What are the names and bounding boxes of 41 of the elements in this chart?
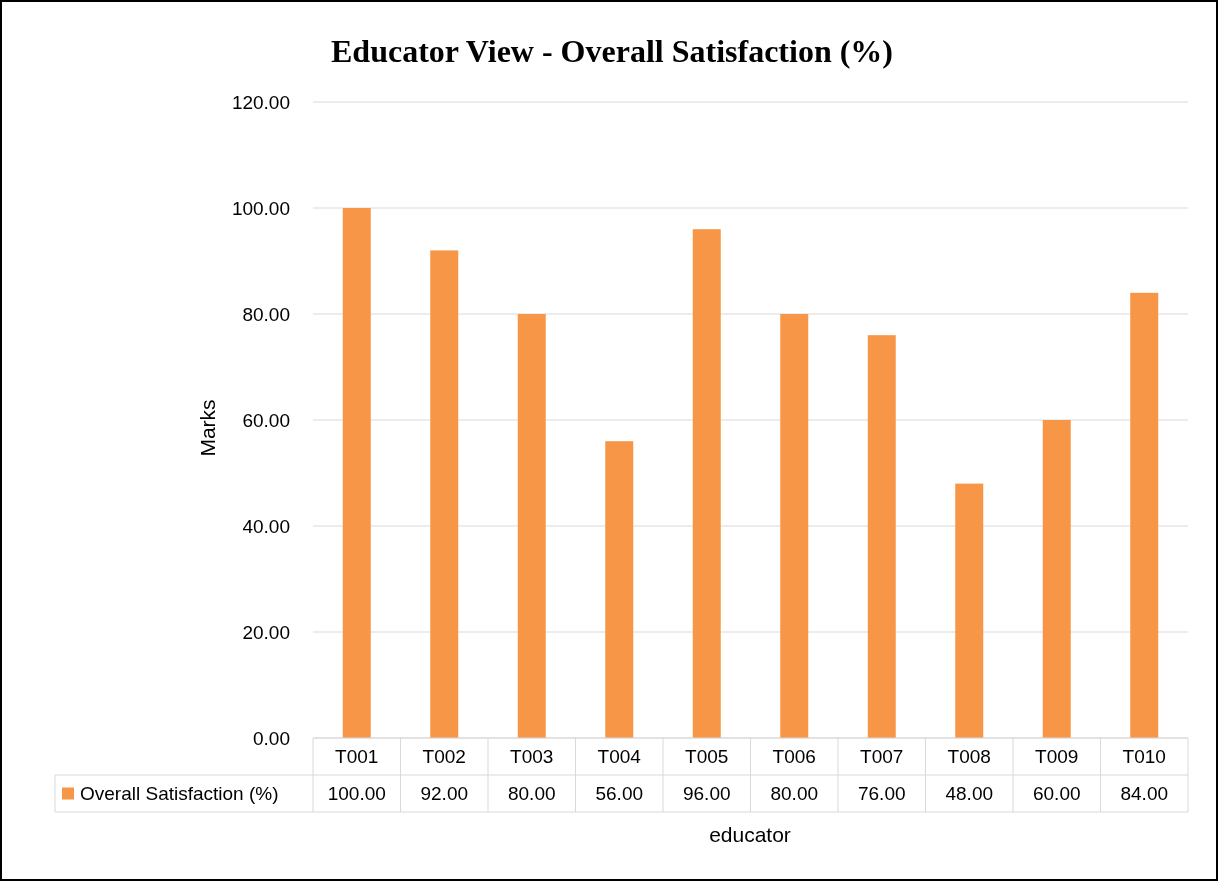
x-tick-label: T010: [1122, 746, 1166, 768]
y-axis-title: Marks: [196, 399, 219, 457]
x-tick-label: T006: [772, 746, 816, 768]
bar: [1130, 292, 1159, 738]
data-label: 60.00: [1032, 783, 1081, 805]
bar: [605, 441, 634, 738]
data-label: 76.00: [857, 783, 906, 805]
y-tick-label: 40.00: [242, 515, 290, 537]
data-label: 80.00: [770, 783, 819, 805]
y-tick-label: 100.00: [231, 197, 290, 219]
bar: [517, 314, 546, 738]
bar: [342, 208, 371, 738]
x-tick-label: T009: [1035, 746, 1079, 768]
bar: [867, 335, 896, 738]
data-label: 96.00: [682, 783, 731, 805]
y-tick-label: 120.00: [231, 91, 290, 113]
x-axis-title: educator: [709, 823, 791, 846]
x-tick-label: T002: [422, 746, 466, 768]
x-tick-label: T004: [597, 746, 642, 768]
bar: [430, 250, 459, 738]
data-label: 80.00: [507, 783, 556, 805]
data-label: 56.00: [595, 783, 644, 805]
y-tick-label: 20.00: [242, 621, 290, 643]
data-label: 84.00: [1120, 783, 1169, 805]
y-tick-label: 60.00: [242, 409, 290, 431]
legend-label: Overall Satisfaction (%): [80, 783, 279, 805]
x-tick-label: T001: [335, 746, 379, 768]
x-tick-label: T005: [685, 746, 729, 768]
x-tick-label: T003: [510, 746, 554, 768]
data-label: 92.00: [420, 783, 469, 805]
y-tick-label: 0.00: [253, 727, 290, 749]
bar: [692, 229, 721, 738]
data-label: 48.00: [945, 783, 994, 805]
bar: [955, 483, 984, 738]
y-tick-label: 80.00: [242, 303, 290, 325]
bar: [780, 314, 809, 738]
bar: [1042, 420, 1071, 738]
chart-title: Educator View - Overall Satisfaction (%): [330, 33, 894, 69]
x-tick-label: T008: [947, 746, 991, 768]
data-label: 100.00: [327, 783, 386, 805]
x-tick-label: T007: [860, 746, 904, 768]
